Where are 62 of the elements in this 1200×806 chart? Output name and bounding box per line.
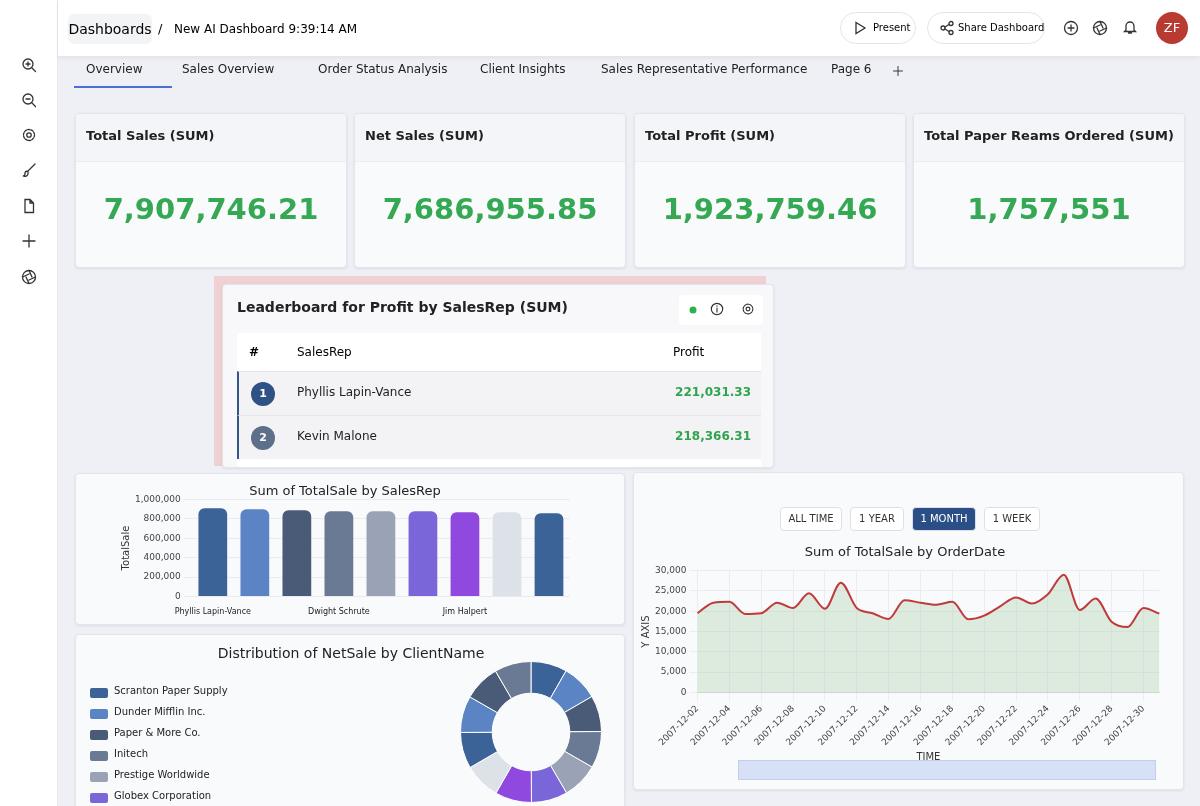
text: / (158, 20, 164, 38)
y-tick-label: 0 (680, 686, 687, 697)
text: Net Sales (SUM) (355, 114, 625, 162)
text: Phyllis Lapin-Vance (297, 385, 413, 401)
text: Sales Overview (182, 62, 275, 76)
text: Order Status Analysis (318, 62, 448, 76)
text: ZF (1156, 12, 1188, 44)
text: # (249, 345, 261, 361)
x-axis-title: TIME (915, 750, 941, 762)
y-tick-label: 600,000 (143, 532, 182, 543)
text: Share Dashboard (927, 12, 1045, 44)
text: 1,923,759.46 (661, 192, 879, 228)
y-tick-label: 5,000 (660, 666, 687, 677)
text: 1 MONTH (912, 507, 976, 531)
text: 7,907,746.21 (102, 192, 320, 228)
text: SalesRep (297, 345, 353, 361)
chart-title: Sum of TotalSale by OrderDate (804, 544, 1006, 560)
y-tick-label: 30,000 (654, 564, 687, 575)
y-tick-label: 10,000 (654, 646, 687, 657)
text: Total Paper Reams Ordered (SUM) (914, 114, 1184, 162)
x-tick-label: Dwight Schrute (308, 607, 370, 617)
text: Sales Representative Performance (601, 62, 808, 76)
text: Overview (86, 62, 143, 76)
text: New AI Dashboard 9:39:14 AM (174, 21, 359, 38)
text: Total Profit (SUM) (635, 114, 905, 162)
legend-label: Initech (114, 748, 149, 761)
legend-label: Prestige Worldwide (114, 769, 211, 782)
text: Present (840, 12, 916, 44)
text: ALL TIME (780, 507, 842, 531)
y-tick-label: 800,000 (143, 513, 182, 524)
legend-label: Globex Corporation (114, 790, 213, 803)
text: 1,757,551 (966, 192, 1132, 228)
chart-title: Sum of TotalSale by SalesRep (249, 483, 441, 499)
legend-label: Scranton Paper Supply (114, 685, 229, 698)
y-tick-label: 15,000 (654, 625, 687, 636)
text: Leaderboard for Profit by SalesRep (SUM) (237, 299, 569, 317)
x-tick-label: Phyllis Lapin-Vance (174, 607, 252, 617)
text: Profit (673, 345, 706, 361)
text: 1 (251, 382, 275, 406)
text: 7,686,955.85 (381, 192, 599, 228)
y-tick-label: 200,000 (143, 571, 182, 582)
y-tick-label: 400,000 (143, 552, 182, 563)
y-axis-title: Y AXIS (639, 615, 651, 649)
y-tick-label: 1,000,000 (134, 493, 182, 504)
legend-label: Paper & More Co. (114, 727, 202, 740)
legend-label: Dunder Mifflin Inc. (114, 706, 207, 719)
text: Dashboards (68, 14, 152, 44)
text: 1 YEAR (850, 507, 904, 531)
chart-title: Distribution of NetSale by ClientName (216, 645, 486, 663)
text: Page 6 (831, 62, 873, 78)
y-axis-title: TotalSale (119, 525, 131, 572)
text: Total Sales (SUM) (76, 114, 346, 162)
y-tick-label: 25,000 (654, 585, 687, 596)
text: 218,366.31 (674, 429, 751, 445)
x-tick-label: Jim Halpert (441, 607, 488, 617)
text: Client Insights (480, 62, 566, 76)
text: Kevin Malone (297, 429, 378, 445)
text: 2 (251, 426, 275, 450)
y-tick-label: 0 (175, 590, 182, 601)
text: 221,031.33 (674, 385, 751, 401)
y-tick-label: 20,000 (654, 605, 687, 616)
text: 1 WEEK (984, 507, 1040, 531)
